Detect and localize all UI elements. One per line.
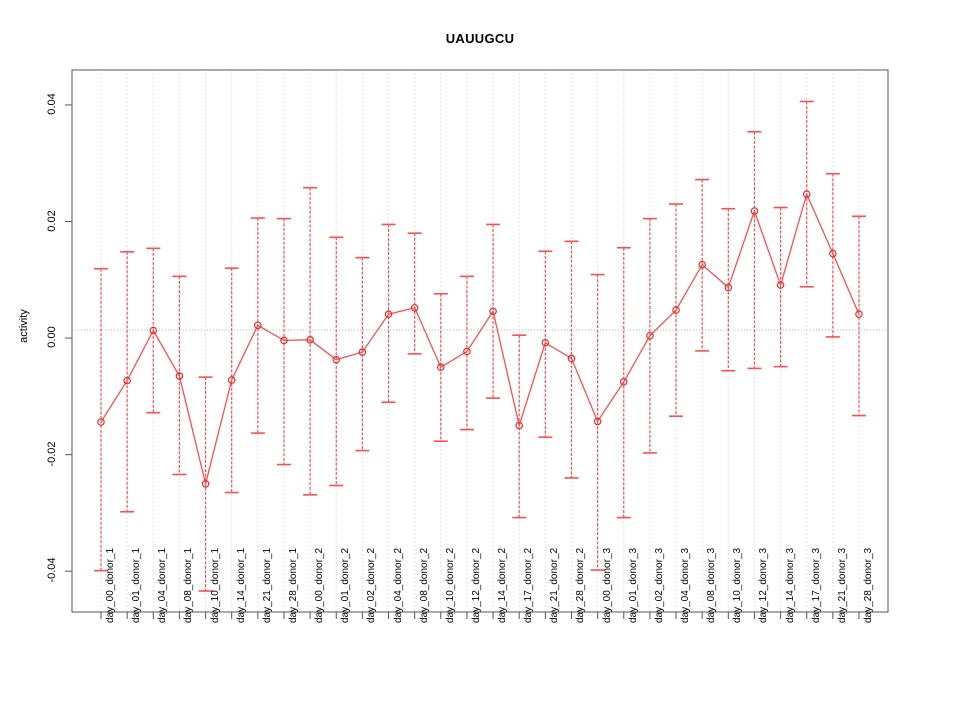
y-axis-ticks <box>65 104 72 572</box>
x-tick-label: day_14_donor_2 <box>497 547 509 623</box>
x-tick-label: day_04_donor_3 <box>680 547 692 623</box>
x-tick-label: day_00_donor_1 <box>105 547 116 623</box>
x-tick-label: day_02_donor_2 <box>366 547 378 623</box>
error-bars <box>94 100 866 592</box>
series-line <box>100 192 860 484</box>
x-tick-label: day_21_donor_1 <box>261 547 273 623</box>
data-point-marker <box>750 207 759 215</box>
data-point-marker <box>306 336 314 344</box>
data-point-marker <box>436 363 445 372</box>
data-point-marker <box>332 355 341 364</box>
x-tick-label: day_10_donor_3 <box>732 547 744 623</box>
x-tick-label: day_01_donor_2 <box>340 547 352 623</box>
x-tick-label: day_14_donor_3 <box>784 547 796 623</box>
x-tick-label: day_01_donor_1 <box>131 547 143 623</box>
data-point-marker <box>698 260 706 269</box>
data-point-marker <box>567 354 576 363</box>
y-tick-label: -0.02 <box>46 441 58 467</box>
data-point-marker <box>619 377 628 386</box>
data-point-marker <box>149 326 158 335</box>
x-tick-label: day_10_donor_2 <box>444 547 456 623</box>
data-point-marker <box>97 418 105 426</box>
x-tick-label: day_28_donor_3 <box>863 547 874 623</box>
data-point-marker <box>829 249 837 258</box>
x-tick-label: day_17_donor_2 <box>523 547 535 623</box>
x-tick-label: day_08_donor_1 <box>183 547 195 623</box>
data-point-marker <box>123 376 131 385</box>
data-point-marker <box>515 421 524 430</box>
x-axis-ticks <box>100 612 860 619</box>
x-tick-label: day_17_donor_3 <box>810 547 822 623</box>
data-point-marker <box>489 307 497 316</box>
data-point-markers <box>97 190 863 488</box>
data-point-marker <box>724 283 733 292</box>
x-tick-label: day_12_donor_3 <box>758 547 770 623</box>
y-tick-label: 0.00 <box>46 326 58 348</box>
data-point-marker <box>358 348 367 356</box>
vertical-gridlines <box>100 70 860 612</box>
x-tick-label: day_02_donor_3 <box>653 547 665 623</box>
plot-frame <box>71 69 889 613</box>
data-point-marker <box>776 281 785 289</box>
x-tick-label: day_10_donor_1 <box>209 547 221 623</box>
x-tick-label: day_14_donor_1 <box>235 547 247 623</box>
data-point-marker <box>175 372 184 380</box>
x-tick-label: day_08_donor_3 <box>706 547 718 623</box>
x-tick-label: day_21_donor_2 <box>549 547 561 623</box>
data-point-marker <box>802 190 811 198</box>
x-tick-label: day_00_donor_2 <box>314 547 326 623</box>
x-tick-label: day_21_donor_3 <box>836 547 848 623</box>
data-point-marker <box>593 417 602 426</box>
x-tick-label: day_04_donor_2 <box>392 547 404 623</box>
x-tick-label: day_12_donor_2 <box>470 547 482 623</box>
data-point-marker <box>227 376 236 384</box>
y-tick-label: -0.04 <box>46 557 58 583</box>
data-point-marker <box>384 310 393 318</box>
x-tick-label: day_01_donor_3 <box>627 547 639 623</box>
x-tick-label: day_00_donor_3 <box>601 547 613 623</box>
y-tick-label: 0.02 <box>46 209 58 232</box>
x-tick-label: day_04_donor_1 <box>157 547 169 623</box>
x-tick-label: day_08_donor_2 <box>418 547 430 623</box>
data-point-marker <box>410 303 419 312</box>
data-point-marker <box>855 310 863 318</box>
data-point-marker <box>254 321 262 330</box>
y-tick-label: 0.04 <box>46 93 58 115</box>
data-point-marker <box>463 347 471 356</box>
x-tick-label: day_28_donor_2 <box>575 547 587 623</box>
chart-title: UAUUGCU <box>445 31 515 46</box>
data-point-marker <box>646 331 654 340</box>
data-point-marker <box>201 479 210 488</box>
data-point-marker <box>541 338 550 347</box>
data-point-marker <box>280 336 288 345</box>
x-tick-label: day_28_donor_1 <box>287 547 299 623</box>
data-point-marker <box>672 306 680 314</box>
